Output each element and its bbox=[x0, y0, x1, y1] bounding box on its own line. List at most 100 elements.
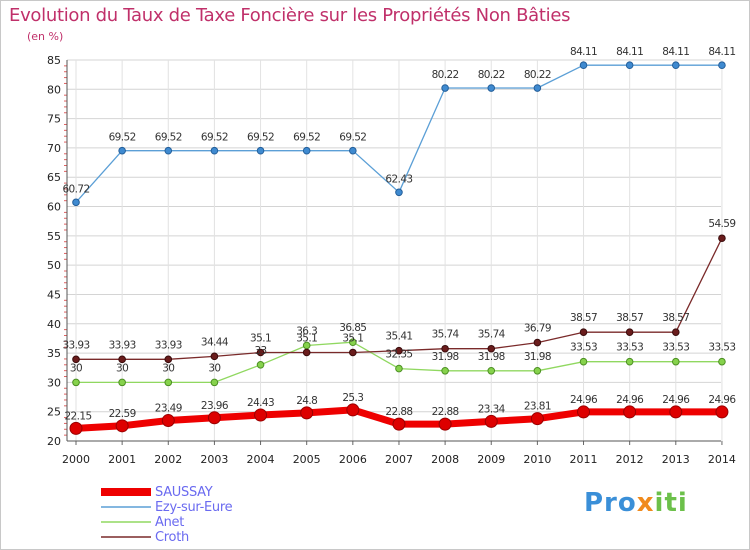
data-label-saussay: 24.43 bbox=[247, 397, 274, 409]
data-label-anet: 36.3 bbox=[296, 325, 317, 337]
data-point-ezy-sur-eure[interactable] bbox=[72, 198, 80, 207]
data-point-anet[interactable] bbox=[210, 378, 219, 387]
data-label-croth: 35.74 bbox=[478, 329, 506, 341]
legend-item-croth[interactable]: Croth bbox=[101, 530, 232, 545]
legend-item-saussay[interactable]: SAUSSAY bbox=[101, 485, 232, 500]
data-label-ezy-sur-eure: 84.11 bbox=[616, 46, 643, 58]
y-tick-label: 80 bbox=[47, 83, 61, 96]
data-label-saussay: 25.3 bbox=[342, 392, 363, 404]
data-point-anet[interactable] bbox=[533, 366, 542, 375]
data-point-saussay[interactable] bbox=[254, 408, 268, 422]
legend-label-anet: Anet bbox=[155, 515, 185, 530]
data-label-anet: 31.98 bbox=[478, 351, 505, 363]
y-tick-label: 40 bbox=[47, 318, 61, 331]
proxiti-logo: Proxiti bbox=[584, 488, 688, 518]
data-point-ezy-sur-eure[interactable] bbox=[579, 61, 588, 70]
data-label-croth: 35.41 bbox=[385, 331, 412, 343]
data-point-croth[interactable] bbox=[625, 328, 634, 336]
data-label-saussay: 22.88 bbox=[432, 406, 459, 418]
data-point-saussay[interactable] bbox=[530, 412, 544, 426]
data-point-ezy-sur-eure[interactable] bbox=[302, 146, 311, 155]
x-tick-label: 2013 bbox=[662, 453, 690, 466]
data-label-anet: 33.53 bbox=[708, 342, 735, 354]
data-label-ezy-sur-eure: 80.22 bbox=[432, 69, 459, 81]
data-point-saussay[interactable] bbox=[161, 414, 175, 428]
data-point-ezy-sur-eure[interactable] bbox=[164, 146, 173, 155]
data-point-saussay[interactable] bbox=[300, 406, 314, 420]
data-point-croth[interactable] bbox=[395, 346, 403, 355]
data-label-anet: 33 bbox=[254, 345, 266, 357]
data-point-saussay[interactable] bbox=[392, 417, 406, 431]
y-axis-unit: (en %) bbox=[27, 30, 64, 43]
data-point-ezy-sur-eure[interactable] bbox=[349, 146, 357, 155]
data-point-ezy-sur-eure[interactable] bbox=[533, 84, 542, 92]
data-point-saussay[interactable] bbox=[669, 405, 683, 419]
data-point-anet[interactable] bbox=[395, 364, 403, 373]
data-point-saussay[interactable] bbox=[115, 419, 129, 433]
data-point-saussay[interactable] bbox=[577, 405, 591, 419]
data-point-anet[interactable] bbox=[72, 378, 80, 387]
data-point-anet[interactable] bbox=[579, 357, 588, 366]
data-point-saussay[interactable] bbox=[623, 405, 637, 419]
data-point-croth[interactable] bbox=[118, 355, 126, 364]
data-point-croth[interactable] bbox=[164, 355, 173, 364]
data-point-ezy-sur-eure[interactable] bbox=[210, 146, 219, 155]
y-tick-label: 30 bbox=[47, 376, 61, 389]
data-point-anet[interactable] bbox=[349, 338, 357, 347]
legend-label-croth: Croth bbox=[155, 530, 189, 545]
data-point-anet[interactable] bbox=[718, 357, 726, 366]
x-tick-label: 2001 bbox=[108, 453, 136, 466]
data-point-ezy-sur-eure[interactable] bbox=[395, 188, 403, 197]
data-point-croth[interactable] bbox=[487, 344, 496, 353]
data-label-anet: 32.35 bbox=[385, 349, 412, 361]
data-point-saussay[interactable] bbox=[715, 405, 729, 419]
data-point-ezy-sur-eure[interactable] bbox=[118, 146, 126, 155]
data-label-croth: 33.93 bbox=[109, 339, 136, 351]
data-point-croth[interactable] bbox=[72, 355, 80, 364]
data-label-ezy-sur-eure: 69.52 bbox=[339, 132, 366, 144]
data-point-anet[interactable] bbox=[671, 357, 680, 366]
data-point-croth[interactable] bbox=[349, 348, 357, 357]
legend-item-ezy-sur-eure[interactable]: Ezy-sur-Eure bbox=[101, 500, 233, 515]
data-label-ezy-sur-eure: 80.22 bbox=[524, 69, 551, 81]
data-label-croth: 33.93 bbox=[62, 339, 89, 351]
x-tick-label: 2000 bbox=[62, 453, 90, 466]
data-point-croth[interactable] bbox=[718, 234, 726, 243]
data-point-saussay[interactable] bbox=[346, 403, 360, 417]
data-label-ezy-sur-eure: 69.52 bbox=[109, 132, 136, 144]
data-point-ezy-sur-eure[interactable] bbox=[256, 146, 265, 155]
series-layer bbox=[69, 61, 729, 435]
data-point-croth[interactable] bbox=[302, 348, 311, 357]
data-point-saussay[interactable] bbox=[207, 411, 221, 425]
data-point-croth[interactable] bbox=[533, 338, 542, 347]
x-tick-label: 2010 bbox=[523, 453, 551, 466]
legend-item-anet[interactable]: Anet bbox=[101, 515, 232, 530]
data-point-saussay[interactable] bbox=[438, 417, 452, 431]
y-tick-label: 85 bbox=[47, 54, 61, 67]
data-point-anet[interactable] bbox=[441, 366, 449, 375]
legend-label-ezy-sur-eure: Ezy-sur-Eure bbox=[155, 500, 233, 515]
data-point-anet[interactable] bbox=[625, 357, 634, 366]
data-point-croth[interactable] bbox=[671, 328, 680, 336]
data-point-anet[interactable] bbox=[118, 378, 126, 387]
data-point-anet[interactable] bbox=[256, 361, 265, 369]
data-point-ezy-sur-eure[interactable] bbox=[718, 61, 726, 70]
data-point-croth[interactable] bbox=[210, 352, 219, 361]
data-label-saussay: 24.96 bbox=[570, 394, 598, 406]
data-point-croth[interactable] bbox=[579, 328, 588, 336]
data-point-ezy-sur-eure[interactable] bbox=[625, 61, 634, 70]
data-point-saussay[interactable] bbox=[484, 414, 498, 428]
data-point-saussay[interactable] bbox=[69, 421, 83, 435]
data-point-croth[interactable] bbox=[441, 344, 449, 353]
data-label-croth: 36.79 bbox=[524, 323, 551, 335]
legend-swatch-anet bbox=[101, 521, 151, 523]
x-tick-label: 2012 bbox=[616, 453, 644, 466]
data-point-ezy-sur-eure[interactable] bbox=[671, 61, 680, 70]
data-point-anet[interactable] bbox=[164, 378, 173, 387]
data-point-ezy-sur-eure[interactable] bbox=[441, 84, 449, 92]
data-point-ezy-sur-eure[interactable] bbox=[487, 84, 496, 92]
series-croth bbox=[72, 234, 726, 364]
data-point-croth[interactable] bbox=[256, 348, 265, 357]
data-label-saussay: 24.96 bbox=[616, 394, 644, 406]
data-point-anet[interactable] bbox=[487, 366, 496, 375]
